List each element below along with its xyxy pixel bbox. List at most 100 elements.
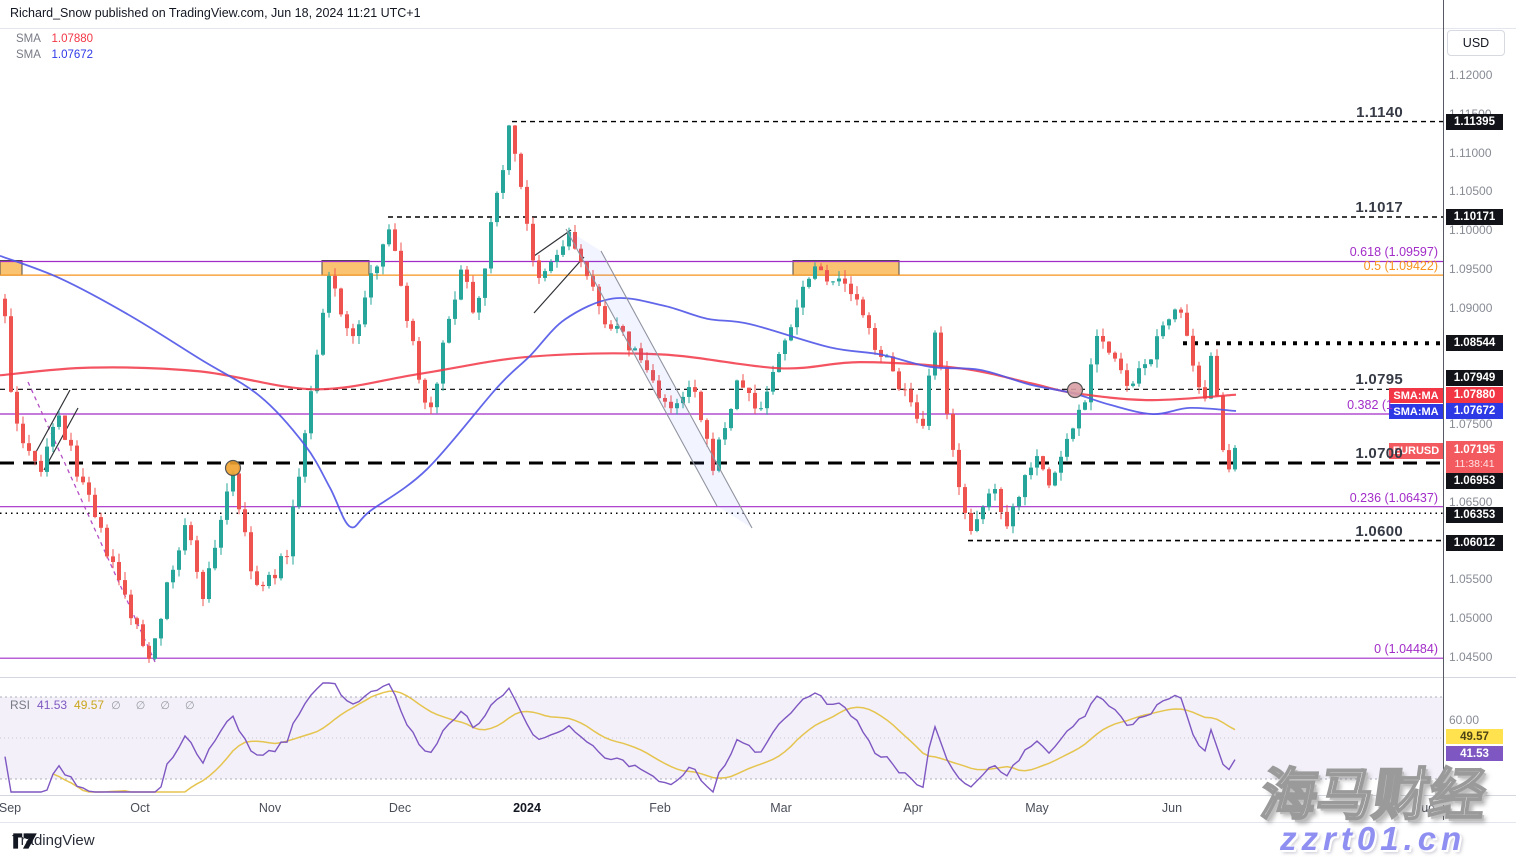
candle-body <box>1071 428 1075 439</box>
wedge-line <box>533 229 572 257</box>
candle-body <box>783 340 787 354</box>
time-axis-month-label: Sep <box>0 801 22 815</box>
sma-blue-chart-badge: SMA:MA <box>1389 404 1443 419</box>
candle-body <box>849 283 853 295</box>
chart-canvas[interactable] <box>0 0 1443 795</box>
candle-body <box>453 299 457 319</box>
candle-body <box>597 286 601 307</box>
candle-body <box>945 367 949 414</box>
candle-body <box>51 426 55 447</box>
publication-title: Richard_Snow published on TradingView.co… <box>10 6 421 20</box>
tradingview-logo[interactable]: TradingView <box>12 832 95 849</box>
candle-body <box>603 306 607 325</box>
price-axis-badge: 1.11395 <box>1446 114 1503 130</box>
candle-body <box>957 449 961 488</box>
candle-body <box>627 331 631 351</box>
candle-body <box>573 232 577 249</box>
candle-body <box>1011 506 1015 527</box>
candle-body <box>501 170 505 193</box>
candle-body <box>579 248 583 262</box>
price-axis-tick: 1.04500 <box>1449 650 1493 664</box>
candle-body <box>1035 456 1039 468</box>
candle-body <box>855 294 859 300</box>
price-axis-tick: 1.09500 <box>1449 262 1493 276</box>
candle-body <box>357 324 361 336</box>
candle-body <box>1179 309 1183 313</box>
candle-body <box>417 341 421 380</box>
candle-body <box>267 574 271 586</box>
event-marker[interactable] <box>224 459 242 477</box>
candle-body <box>831 281 835 283</box>
candle-body <box>777 354 781 373</box>
candle-body <box>1221 395 1225 451</box>
price-axis-tick: 1.06500 <box>1449 495 1493 509</box>
candle-body <box>861 299 865 316</box>
candle-body <box>687 387 691 397</box>
candle-body <box>393 229 397 251</box>
sma2-legend-row[interactable]: SMA 1.07672 <box>16 49 93 61</box>
price-axis-badge: 1.06012 <box>1446 535 1503 551</box>
rsi-value-badge: 41.53 <box>1446 746 1503 761</box>
candle-body <box>921 418 925 426</box>
price-axis-tick: 1.10000 <box>1449 223 1493 237</box>
candle-body <box>9 316 13 392</box>
candle-body <box>669 401 673 409</box>
candle-body <box>339 288 343 315</box>
sma2-label: SMA <box>16 49 41 61</box>
last-price-badge: 1.07195 11:38:41 <box>1446 441 1503 473</box>
candle-body <box>495 192 499 223</box>
event-marker[interactable] <box>1066 381 1084 399</box>
rsi-indicator-legend[interactable]: RSI 41.53 49.57 ∅ ∅ ∅ ∅ <box>10 698 201 712</box>
time-axis-background[interactable] <box>0 796 1443 822</box>
currency-toggle-button[interactable]: USD <box>1447 30 1505 56</box>
level-price-label: 1.1017 <box>1355 199 1403 216</box>
candle-body <box>117 562 121 581</box>
sma-blue-line <box>0 254 1237 529</box>
price-axis-tick: 1.11000 <box>1449 146 1492 160</box>
price-axis-tick: 1.05500 <box>1449 572 1493 586</box>
candle-body <box>621 326 625 332</box>
candle-body <box>219 519 223 548</box>
candle-body <box>15 391 19 424</box>
price-axis-tick: 1.12000 <box>1449 68 1493 82</box>
price-axis-badge: 1.06353 <box>1446 507 1503 523</box>
fib-level-label: 0.236 (1.06437) <box>1349 491 1438 505</box>
candle-body <box>987 493 991 508</box>
mini-channel-line <box>35 389 71 453</box>
header-divider <box>0 28 1516 29</box>
candle-body <box>1083 402 1087 410</box>
rsi-legend-icons[interactable]: ∅ ∅ ∅ ∅ <box>111 699 201 712</box>
candle-body <box>819 266 823 271</box>
candle-body <box>1209 355 1213 399</box>
candle-body <box>771 372 775 392</box>
candle-body <box>33 450 37 461</box>
candle-body <box>63 415 67 440</box>
candle-body <box>201 571 205 599</box>
price-axis-badge: 1.06953 <box>1446 473 1503 489</box>
candle-body <box>993 489 997 494</box>
wedge-line <box>533 256 585 314</box>
candle-body <box>723 428 727 440</box>
candle-body <box>1227 450 1231 470</box>
candle-body <box>843 278 847 284</box>
sma1-legend-row[interactable]: SMA 1.07880 <box>16 33 93 45</box>
candle-body <box>111 556 115 562</box>
level-price-label: 1.1140 <box>1356 104 1403 121</box>
candle-body <box>159 618 163 639</box>
time-axis-month-label: May <box>1025 801 1049 815</box>
price-axis-badge: 1.07949 <box>1446 370 1503 386</box>
candle-body <box>273 574 277 579</box>
level-price-label: 1.0700 <box>1355 445 1403 462</box>
candle-body <box>147 645 151 659</box>
candle-body <box>909 389 913 403</box>
candle-body <box>129 594 133 619</box>
candle-body <box>1023 475 1027 498</box>
candle-body <box>189 525 193 541</box>
candle-body <box>363 297 367 325</box>
candle-body <box>981 507 985 520</box>
candle-body <box>633 348 637 351</box>
candle-body <box>663 398 667 402</box>
candle-body <box>243 509 247 533</box>
candle-body <box>75 445 79 477</box>
candle-body <box>873 328 877 350</box>
